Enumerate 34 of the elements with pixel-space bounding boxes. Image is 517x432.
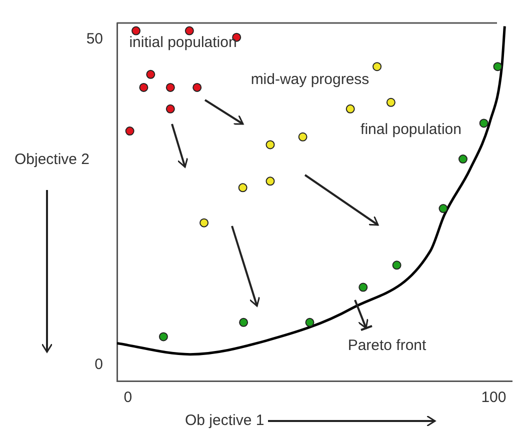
annotation: final population [360, 121, 462, 138]
point [239, 318, 248, 327]
point [125, 126, 134, 136]
point [458, 154, 468, 164]
point [298, 132, 308, 142]
point [184, 26, 194, 36]
point [305, 318, 314, 327]
point [166, 82, 175, 92]
point [146, 70, 156, 79]
point [266, 140, 275, 150]
point [372, 62, 382, 72]
point [200, 218, 209, 228]
point [238, 183, 248, 192]
annotation: mid-way progress [250, 71, 370, 88]
point [346, 104, 355, 114]
point [158, 332, 168, 342]
point [438, 204, 448, 214]
point [493, 62, 502, 72]
line-series [117, 25, 506, 356]
point [479, 118, 488, 128]
point [166, 104, 175, 114]
point [266, 176, 275, 186]
point [139, 82, 148, 92]
point [358, 282, 368, 292]
y-axis-title: Objective 2 [14, 151, 90, 168]
point [132, 26, 141, 36]
annotation: Pareto front [348, 337, 428, 354]
x-tick-label: 100 [481, 389, 506, 406]
y-tick-label: 50 [86, 30, 103, 48]
point [386, 98, 396, 107]
point [392, 260, 402, 270]
annotation: initial population [129, 34, 237, 52]
point [192, 82, 202, 92]
x-axis-title: Ob jective 1 [185, 412, 264, 430]
